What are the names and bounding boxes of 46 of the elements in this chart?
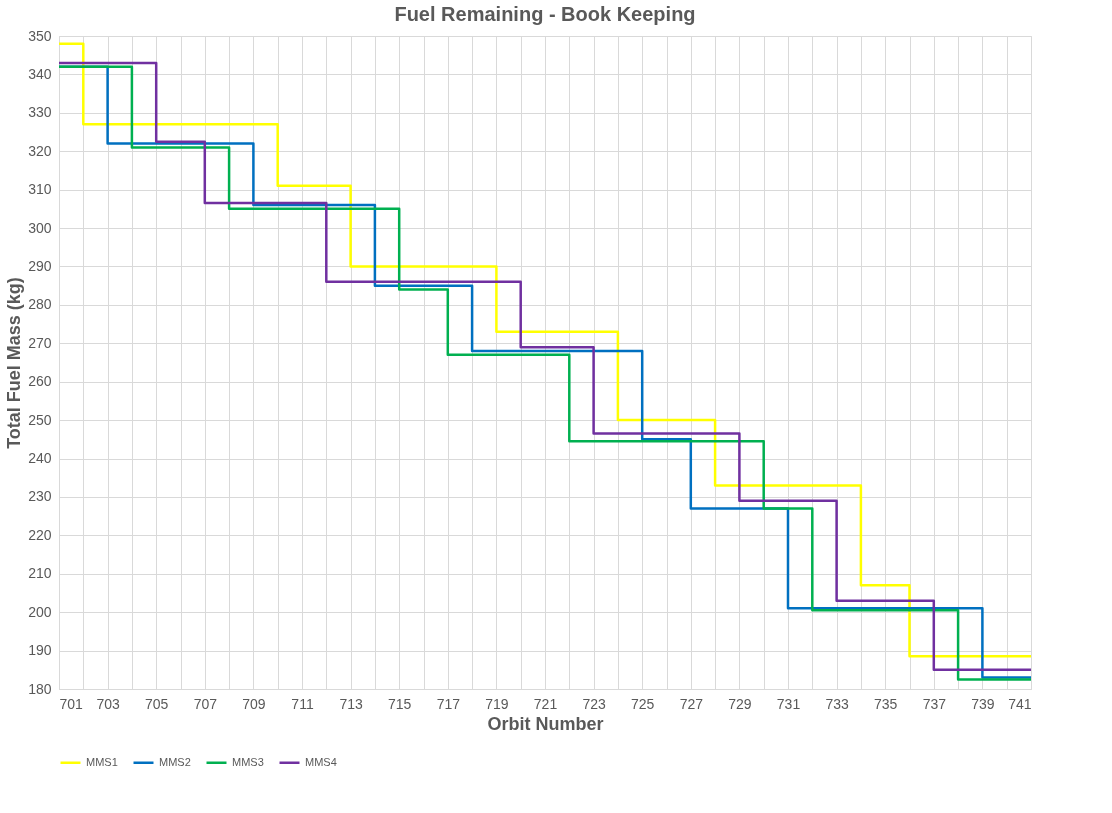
y-tick-label: 300 — [28, 219, 52, 236]
x-tick-label: 717 — [436, 695, 461, 712]
x-tick-label: 731 — [776, 695, 801, 712]
y-tick-label: 210 — [28, 565, 52, 582]
x-tick-label: 711 — [291, 695, 314, 712]
legend-label: MMS1 — [86, 755, 118, 768]
x-tick-label: 705 — [145, 695, 169, 712]
x-tick-label: 729 — [728, 695, 752, 712]
x-tick-label: 715 — [388, 695, 412, 712]
y-tick-label: 240 — [28, 450, 52, 467]
y-tick-label: 320 — [28, 142, 52, 159]
x-tick-label: 733 — [825, 695, 849, 712]
x-axis-title: Orbit Number — [487, 713, 604, 734]
x-tick-label: 709 — [242, 695, 266, 712]
y-tick-label: 220 — [28, 526, 52, 543]
y-tick-label: 190 — [28, 642, 52, 659]
x-tick-label: 707 — [193, 695, 218, 712]
y-tick-label: 250 — [28, 411, 52, 428]
x-tick-label: 721 — [533, 695, 558, 712]
y-axis-title: Total Fuel Mass (kg) — [4, 277, 25, 449]
legend-label: MMS2 — [159, 755, 191, 768]
x-tick-label: 713 — [339, 695, 363, 712]
x-tick-label: 727 — [679, 695, 704, 712]
x-tick-label: 701 — [59, 695, 84, 712]
legend-label: MMS4 — [305, 755, 337, 768]
x-tick-label: 741 — [1008, 695, 1032, 712]
y-tick-label: 330 — [28, 104, 52, 121]
x-tick-label: 735 — [874, 695, 898, 712]
x-tick-label: 703 — [96, 695, 120, 712]
y-tick-label: 290 — [28, 257, 52, 274]
y-tick-label: 280 — [28, 296, 52, 313]
y-tick-label: 200 — [28, 603, 52, 620]
x-tick-label: 737 — [922, 695, 947, 712]
y-tick-label: 230 — [28, 488, 52, 505]
y-tick-label: 260 — [28, 373, 52, 390]
y-tick-label: 180 — [28, 680, 52, 697]
y-tick-label: 310 — [28, 181, 52, 198]
y-tick-label: 340 — [28, 65, 52, 82]
legend-label: MMS3 — [232, 755, 264, 768]
y-tick-label: 350 — [28, 27, 52, 44]
x-tick-label: 719 — [485, 695, 509, 712]
x-tick-label: 725 — [631, 695, 655, 712]
y-tick-label: 270 — [28, 334, 52, 351]
x-tick-label: 739 — [971, 695, 995, 712]
x-tick-label: 723 — [582, 695, 606, 712]
chart-title: Fuel Remaining - Book Keeping — [394, 3, 696, 25]
